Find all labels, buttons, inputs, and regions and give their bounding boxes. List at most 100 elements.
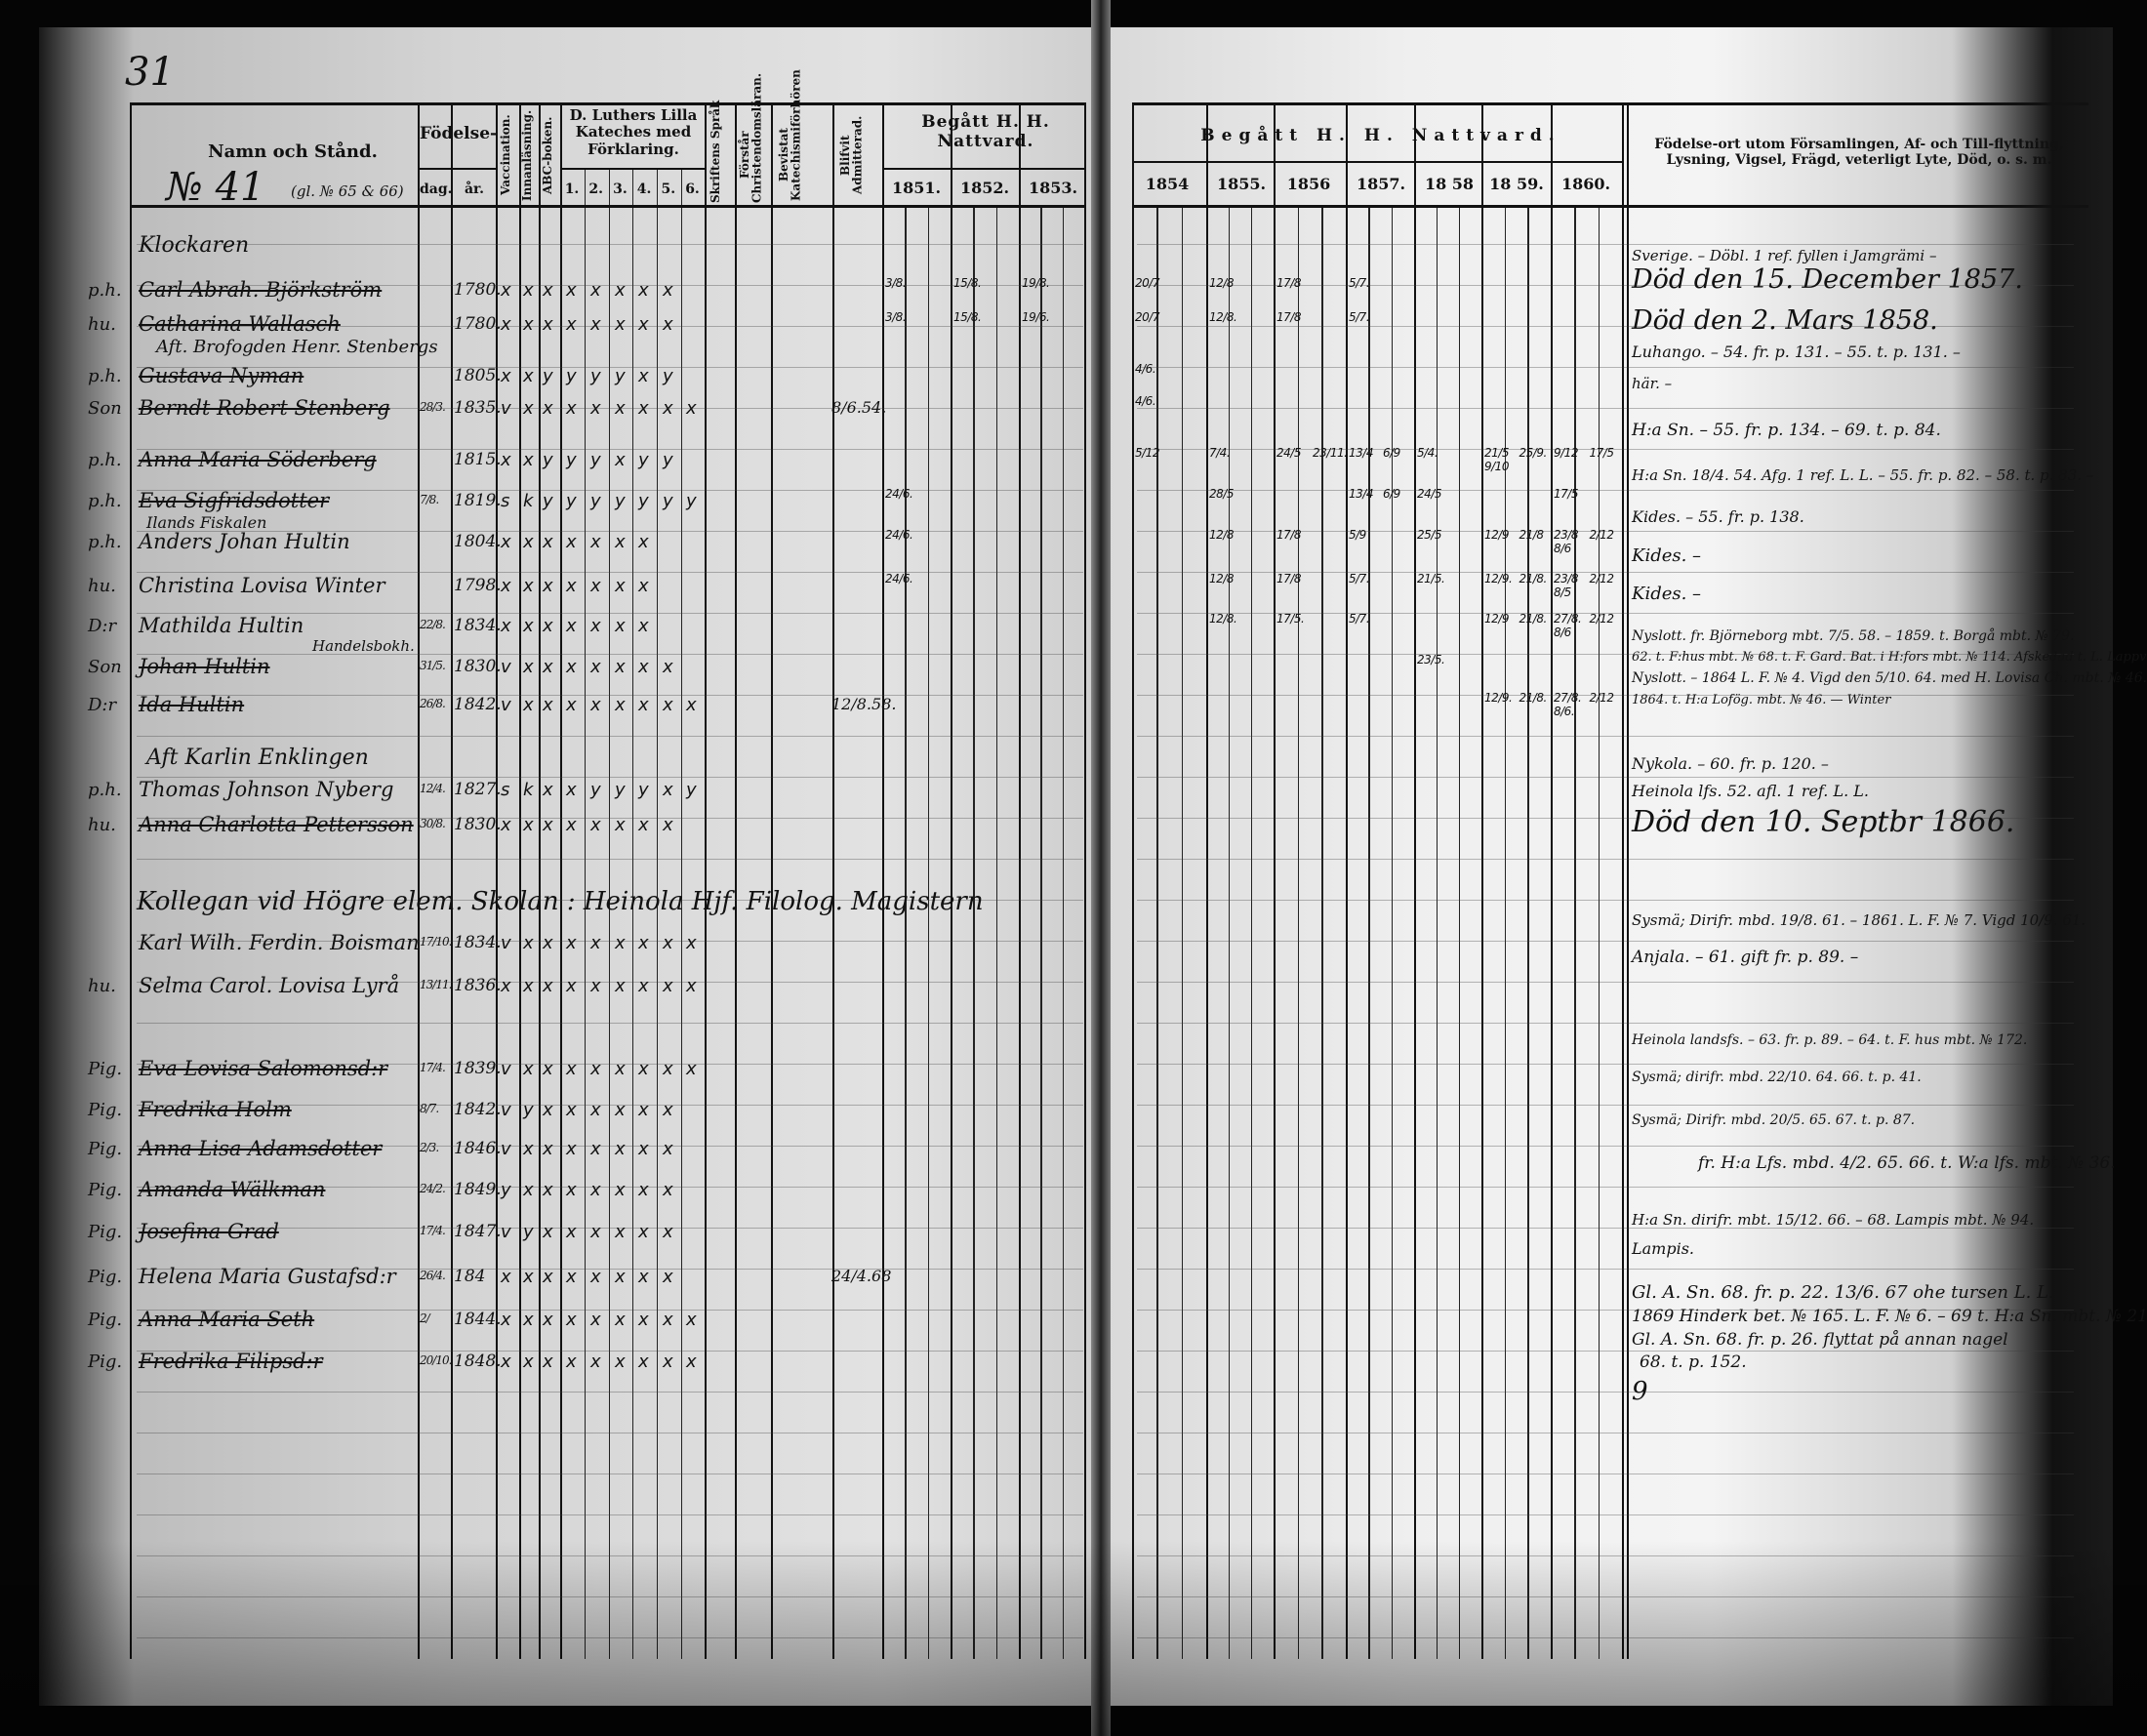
ruled-line: [137, 1637, 1083, 1638]
reading-mark: v: [501, 1059, 511, 1079]
reading-mark: x: [566, 815, 577, 835]
communion-date: 17/8: [1276, 572, 1301, 585]
remark-entry: Död den 15. December 1857.: [1632, 264, 2023, 295]
ruled-line: [137, 531, 1083, 532]
reading-mark: x: [566, 1267, 577, 1287]
remark-entry: Kides. –: [1632, 545, 1702, 566]
reading-mark: x: [523, 314, 534, 335]
communion-date: 17/8: [1276, 310, 1301, 324]
communion-date: 21/8.: [1519, 691, 1548, 705]
person-name: Amanda Wälkman: [139, 1178, 326, 1201]
ruled-line: [137, 1514, 1083, 1515]
catechism-part-label: 6.: [685, 182, 700, 197]
reading-mark: x: [663, 1180, 673, 1200]
reading-mark: x: [615, 314, 626, 335]
reading-mark: x: [638, 1180, 649, 1200]
reading-mark: x: [638, 1352, 649, 1372]
reading-mark: x: [566, 976, 577, 996]
ruled-line: [137, 408, 1083, 409]
communion-date: 21/5.: [1417, 572, 1445, 585]
reading-mark: x: [615, 1352, 626, 1372]
reading-mark: x: [501, 532, 511, 552]
communion-date: 12/8.: [1209, 310, 1237, 324]
person-name: Ida Hultin: [139, 693, 245, 716]
column-rule: [882, 102, 884, 1659]
reading-mark: y: [663, 491, 673, 511]
birth-year: 1804.: [454, 532, 502, 551]
ruled-line: [1137, 531, 2074, 532]
column-rule: [735, 102, 737, 1659]
sub-column-rule: [1297, 205, 1299, 1659]
reading-mark: x: [638, 532, 649, 552]
person-name: Gustava Nyman: [139, 364, 304, 387]
year-header: 18 59.: [1489, 175, 1544, 193]
reading-mark: x: [663, 815, 673, 835]
ruled-line: [1137, 367, 2074, 368]
register-note: Ilands Fiskalen: [146, 513, 267, 532]
remark-entry: 1864. t. H:a Lofög. mbt. № 46. — Winter: [1632, 693, 1891, 707]
ruled-line: [137, 1555, 1083, 1556]
remark-entry: Sysmä; Dirifr. mbd. 19/8. 61. – 1861. L.…: [1632, 911, 2086, 929]
reading-mark: x: [543, 1267, 553, 1287]
person-name: Johan Hultin: [139, 655, 270, 678]
ruled-line: [1137, 818, 2074, 819]
row-stand: Pig.: [88, 1180, 123, 1200]
remarks-header: Födelse-ort utom Församlingen, Af- och T…: [1654, 137, 2064, 169]
communion-date: 12/9.: [1484, 691, 1513, 705]
name-column-header: Namn och Stånd.: [208, 141, 378, 162]
catechism-part-label: 5.: [661, 182, 676, 197]
reading-mark: x: [501, 280, 511, 301]
header-sub-rule: [560, 168, 705, 170]
reading-mark: x: [638, 576, 649, 596]
ruled-line: [137, 859, 1083, 860]
reading-mark: x: [638, 815, 649, 835]
person-name: Eva Lovisa Salomonsd:r: [139, 1057, 388, 1080]
reading-mark: x: [566, 576, 577, 596]
reading-mark: x: [501, 815, 511, 835]
birth-day: 26/8.: [420, 697, 446, 710]
reading-mark: x: [663, 1352, 673, 1372]
birth-year: 1780.: [454, 280, 502, 300]
birth-year: 184: [454, 1267, 486, 1286]
communion-date: 15/8.: [953, 310, 982, 324]
reading-mark: x: [686, 1352, 697, 1372]
catechism-exam-header: Bevistat Katechismiförhören: [777, 69, 803, 201]
column-rule: [1414, 102, 1416, 1659]
birth-year: 1830.: [454, 657, 502, 676]
christian-doctrine-header: Förstår Christendomsläran.: [738, 73, 764, 203]
reading-mark: x: [523, 657, 534, 677]
row-stand: Pig.: [88, 1100, 123, 1120]
ruled-line: [1137, 695, 2074, 696]
birth-year: 1847.: [454, 1222, 502, 1241]
remark-entry: Sverige. – Döbl. 1 ref. fyllen i Jamgräm…: [1632, 247, 1937, 264]
communion-date: 19/8.: [1022, 276, 1050, 290]
ruled-line: [1137, 1105, 2074, 1106]
reading-mark: x: [523, 933, 534, 953]
communion-date: 21/8.: [1519, 612, 1548, 626]
column-rule: [705, 102, 707, 1659]
communion-date: 2/12: [1589, 612, 1614, 626]
ruled-line: [1137, 1637, 2074, 1638]
reading-mark: y: [523, 1222, 534, 1242]
birth-year-header: år.: [464, 182, 485, 197]
communion-date: 7/4.: [1209, 446, 1231, 460]
reading-mark: v: [501, 933, 511, 953]
reading-mark: x: [590, 314, 601, 335]
reading-mark: x: [523, 1352, 534, 1372]
birth-day: 28/3.: [420, 400, 446, 414]
reading-mark: x: [543, 780, 553, 800]
reading-mark: x: [615, 695, 626, 715]
reading-mark: x: [566, 532, 577, 552]
ruled-line: [137, 900, 1083, 901]
ruled-line: [137, 941, 1083, 942]
ruled-line: [1137, 1555, 2074, 1556]
reading-mark: x: [590, 1139, 601, 1159]
reading-mark: x: [523, 576, 534, 596]
birth-year: 1830.: [454, 815, 502, 834]
ruled-line: [137, 285, 1083, 286]
reading-mark: y: [590, 450, 601, 470]
reading-mark: x: [590, 532, 601, 552]
remark-entry: Nyslott. – 1864 L. F. № 4. Vigd den 5/10…: [1632, 670, 2147, 686]
sub-column-rule: [927, 205, 929, 1659]
reading-mark: x: [523, 398, 534, 419]
